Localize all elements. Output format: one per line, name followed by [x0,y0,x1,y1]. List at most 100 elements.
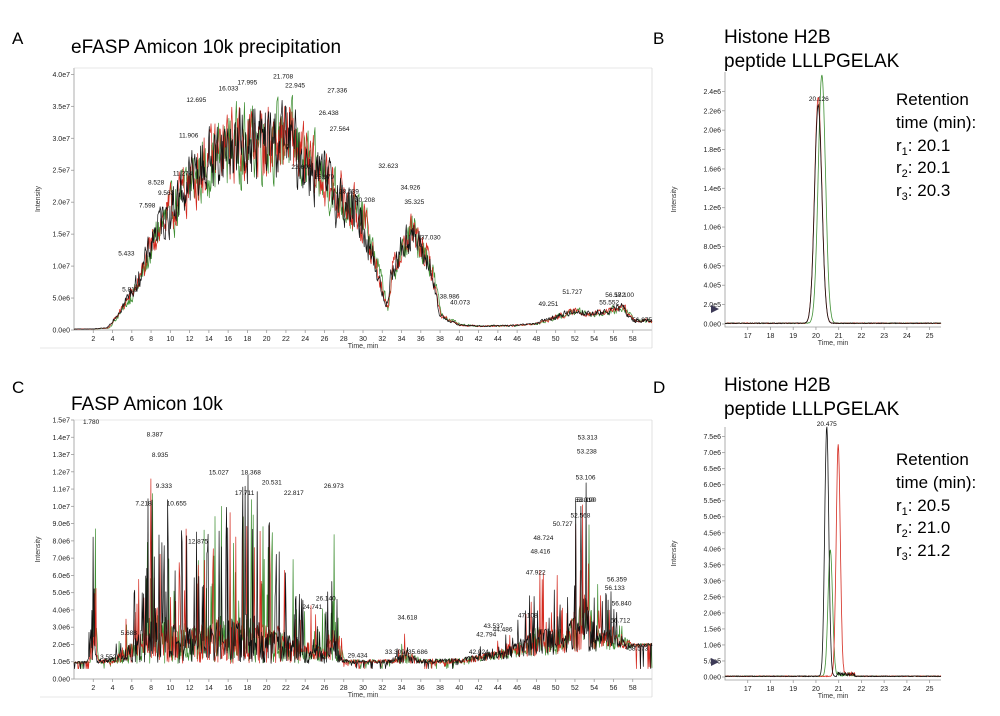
panel-d-title-line1: Histone H2B [724,375,831,396]
x-tick-label: 14 [205,685,213,692]
x-tick-label: 38 [436,336,444,343]
x-tick-label: 19 [789,333,797,340]
peak-label: 16.033 [219,86,239,93]
x-tick-label: 34 [398,336,406,343]
x-tick-label: 42 [475,336,483,343]
peak-label: 49.251 [539,301,559,308]
peak-label: 20.531 [262,480,282,487]
x-tick-label: 18 [244,336,252,343]
retention-r1-value: : 20.1 [908,136,951,155]
x-tick-label: 44 [494,685,502,692]
x-tick-label: 4 [111,685,115,692]
peak-label: 56.359 [607,576,627,583]
x-tick-label: 54 [590,336,598,343]
xic-trace-r2 [724,444,942,678]
x-tick-label: 24 [301,336,309,343]
x-tick-label: 18 [767,686,775,693]
x-tick-label: 2 [91,685,95,692]
x-tick-label: 10 [166,336,174,343]
y-tick-label: 2.0e6 [52,642,70,649]
x-tick-label: 21 [835,333,843,340]
peak-label: 52.568 [570,512,590,519]
peak-label: 34.618 [398,614,418,621]
y-axis-title: Intensity [671,186,678,213]
x-tick-label: 32 [378,685,386,692]
retention-r1-value: : 20.5 [908,496,951,515]
y-tick-label: 2.0e6 [703,610,721,617]
x-tick-label: 34 [398,685,406,692]
x-tick-label: 36 [417,336,425,343]
x-tick-label: 26 [321,685,329,692]
y-tick-label: 0.0e0 [703,322,721,329]
peak-label: 48.724 [533,535,553,542]
x-tick-label: 56 [610,685,618,692]
y-tick-label: 2.5e7 [52,168,70,175]
panel-letter-b: B [653,29,664,48]
y-tick-label: 6.0e6 [703,482,721,489]
peak-label: 8.528 [148,180,165,187]
x-tick-label: 12 [186,336,194,343]
x-tick-label: 21 [835,686,843,693]
peak-label: 11.274 [173,171,193,178]
y-tick-label: 1.0e6 [703,225,721,232]
x-tick-label: 50 [552,336,560,343]
y-tick-label: 1.2e7 [52,469,70,476]
x-tick-label: 56 [610,336,618,343]
retention-subtitle: time (min): [896,473,976,492]
panel-b-title-line1: Histone H2B [724,27,831,48]
x-tick-label: 14 [205,336,213,343]
series-1-trace [73,474,653,669]
panel-letter-a: A [12,29,24,48]
x-tick-label: 12 [186,685,194,692]
baseline-marker-icon [711,305,719,313]
peak-label: 12.875 [188,538,208,545]
axis-frame [724,72,941,328]
x-tick-label: 6 [130,685,134,692]
axis-frame [724,427,941,681]
x-tick-label: 25 [926,686,934,693]
x-tick-label: 40 [455,336,463,343]
retention-r2-value: : 20.1 [908,158,951,177]
peak-label: 56.133 [605,585,625,592]
y-tick-label: 7.0e6 [52,556,70,563]
y-tick-label: 1.3e7 [52,452,70,459]
peak-label: 17.995 [237,79,257,86]
x-tick-label: 22 [858,686,866,693]
retention-title: Retention [896,90,969,109]
peak-label: 3.552 [100,654,117,661]
peak-label: 47.108 [518,613,538,620]
y-tick-label: 4.0e6 [52,607,70,614]
peak-label: 34.926 [401,185,421,192]
x-tick-label: 26 [321,336,329,343]
peak-label: 30.208 [355,197,375,204]
x-tick-label: 4 [111,336,115,343]
x-tick-label: 42 [475,685,483,692]
peak-label: 20.126 [809,96,829,103]
y-tick-label: 0.0e0 [703,675,721,682]
peak-label: 42.024 [469,649,489,656]
y-tick-label: 1.5e7 [52,232,70,239]
y-tick-label: 3.0e7 [52,136,70,143]
y-tick-label: 4.5e6 [703,530,721,537]
x-tick-label: 58 [629,336,637,343]
x-tick-label: 48 [533,336,541,343]
peak-label: 18.368 [241,469,261,476]
peak-label: 1.780 [83,419,100,426]
panel-letter-c: C [12,378,24,397]
peak-label: 27.336 [327,88,347,95]
peak-label: 53.190 [576,497,596,504]
x-tick-label: 20 [263,685,271,692]
y-tick-label: 3.0e6 [52,625,70,632]
y-tick-label: 6.0e5 [703,263,721,270]
x-tick-label: 52 [571,336,579,343]
y-tick-label: 1.1e7 [52,487,70,494]
series-1-trace [73,99,653,330]
peak-label: 24.741 [302,604,322,611]
y-tick-label: 2.0e7 [52,200,70,207]
panel-c-title: FASP Amicon 10k [71,394,223,415]
y-tick-label: 5.0e6 [52,590,70,597]
retention-r1: r1: 20.5 [896,496,950,518]
peak-label: 8.935 [152,452,169,459]
peak-label: 25.979 [314,174,334,181]
